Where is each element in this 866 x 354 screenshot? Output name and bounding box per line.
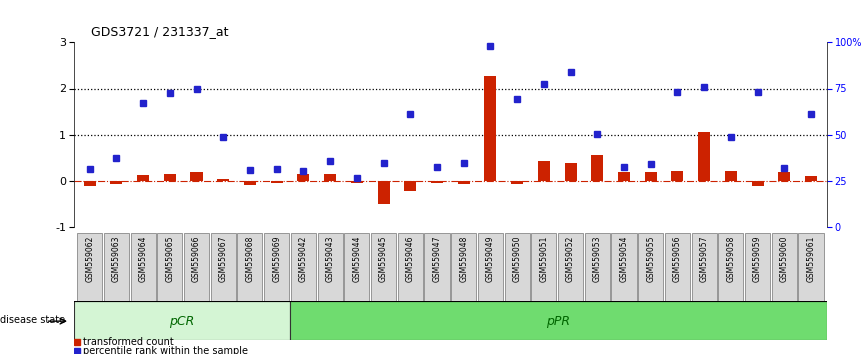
Text: GSM559050: GSM559050 [513,236,521,282]
FancyBboxPatch shape [264,233,289,301]
Text: GSM559058: GSM559058 [727,236,735,282]
Bar [698,132,710,181]
FancyBboxPatch shape [424,233,449,301]
Bar [725,171,737,181]
FancyBboxPatch shape [318,233,343,301]
FancyBboxPatch shape [692,233,717,301]
Text: GSM559046: GSM559046 [406,236,415,282]
Bar [484,76,496,181]
Text: GSM559054: GSM559054 [619,236,629,282]
FancyBboxPatch shape [237,233,262,301]
FancyBboxPatch shape [451,233,476,301]
FancyBboxPatch shape [158,233,183,301]
Bar [351,181,363,183]
Text: GSM559062: GSM559062 [85,236,94,282]
FancyBboxPatch shape [745,233,770,301]
Text: pPR: pPR [546,315,571,328]
FancyBboxPatch shape [665,233,690,301]
Bar [110,181,122,184]
FancyBboxPatch shape [184,233,209,301]
Text: GSM559053: GSM559053 [592,236,602,282]
FancyBboxPatch shape [371,233,396,301]
Bar [779,172,791,181]
Text: GSM559063: GSM559063 [112,236,121,282]
Text: GSM559066: GSM559066 [192,236,201,282]
Bar [431,181,443,183]
Text: GSM559065: GSM559065 [165,236,174,282]
FancyBboxPatch shape [77,233,102,301]
Bar [565,163,577,181]
FancyBboxPatch shape [611,233,637,301]
Bar [191,172,203,181]
FancyBboxPatch shape [585,233,610,301]
FancyBboxPatch shape [131,233,156,301]
FancyBboxPatch shape [798,233,824,301]
Bar [137,175,149,181]
FancyBboxPatch shape [290,301,827,340]
Bar [752,181,764,186]
Text: GSM559047: GSM559047 [432,236,442,282]
Bar [671,171,683,181]
Text: GSM559064: GSM559064 [139,236,147,282]
Bar [244,181,256,185]
Text: percentile rank within the sample: percentile rank within the sample [83,346,248,354]
FancyBboxPatch shape [397,233,423,301]
FancyBboxPatch shape [210,233,236,301]
Bar [644,172,656,181]
Text: GSM559052: GSM559052 [566,236,575,282]
Text: GSM559044: GSM559044 [352,236,361,282]
Text: GSM559042: GSM559042 [299,236,308,282]
Bar [511,181,523,184]
Text: GSM559045: GSM559045 [379,236,388,282]
FancyBboxPatch shape [478,233,503,301]
Text: GSM559069: GSM559069 [272,236,281,282]
Bar [84,181,95,186]
Bar [591,155,604,181]
Bar [805,176,817,181]
Text: GSM559059: GSM559059 [753,236,762,282]
FancyBboxPatch shape [104,233,129,301]
Text: disease state: disease state [0,315,65,325]
Text: pCR: pCR [169,315,195,328]
Bar [164,174,176,181]
Text: transformed count: transformed count [83,337,174,347]
Bar [404,181,417,191]
Text: GSM559056: GSM559056 [673,236,682,282]
FancyBboxPatch shape [772,233,797,301]
Text: GSM559061: GSM559061 [806,236,816,282]
Text: GSM559049: GSM559049 [486,236,494,282]
FancyBboxPatch shape [291,233,316,301]
Text: GSM559068: GSM559068 [245,236,255,282]
Text: GDS3721 / 231337_at: GDS3721 / 231337_at [91,25,229,38]
Text: GSM559057: GSM559057 [700,236,708,282]
Text: GSM559055: GSM559055 [646,236,656,282]
Text: GSM559067: GSM559067 [219,236,228,282]
FancyBboxPatch shape [558,233,583,301]
Bar [457,181,469,184]
Text: GSM559051: GSM559051 [540,236,548,282]
FancyBboxPatch shape [638,233,663,301]
Text: GSM559043: GSM559043 [326,236,334,282]
Bar [217,179,229,181]
Bar [538,161,550,181]
Text: GSM559048: GSM559048 [459,236,469,282]
FancyBboxPatch shape [505,233,530,301]
FancyBboxPatch shape [345,233,370,301]
Bar [378,181,390,205]
Bar [297,174,309,181]
FancyBboxPatch shape [74,301,290,340]
Bar [618,172,630,181]
Bar [271,181,282,183]
Bar [324,174,336,181]
Text: GSM559060: GSM559060 [779,236,789,282]
FancyBboxPatch shape [531,233,556,301]
FancyBboxPatch shape [718,233,743,301]
